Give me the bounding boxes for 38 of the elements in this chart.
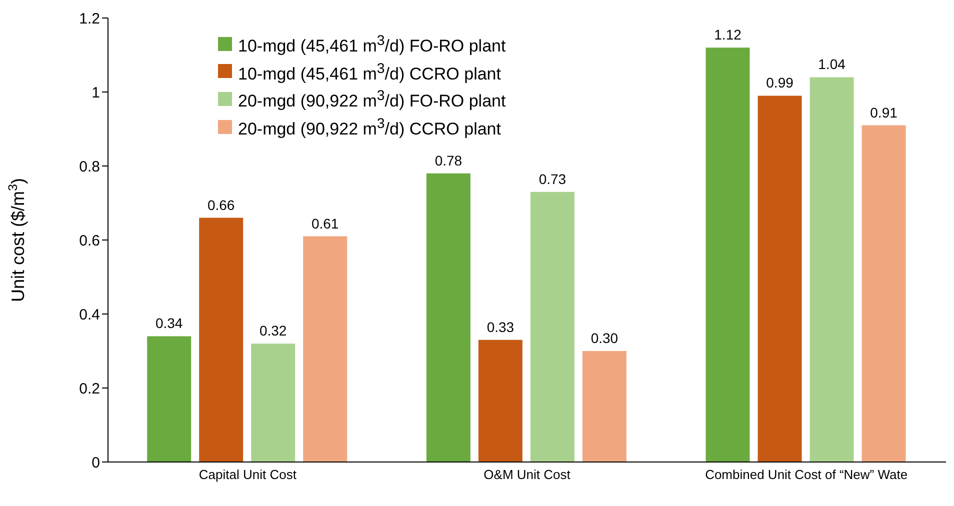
data-label: 0.78	[434, 152, 462, 168]
bar	[251, 344, 296, 462]
bar	[530, 192, 574, 462]
data-label: 0.32	[259, 322, 287, 339]
bar	[862, 125, 906, 462]
x-tick-label: O&M Unit Cost	[484, 467, 571, 482]
legend-label: 20-mgd (90,922 m$^{3}$/d) FO-RO plant	[238, 87, 506, 113]
data-label: 0.73	[538, 170, 566, 187]
data-label: 0.99	[766, 74, 794, 91]
bar	[582, 351, 626, 462]
bar	[199, 218, 244, 462]
data-label: 0.34	[155, 315, 183, 332]
bar	[147, 336, 192, 462]
y-tick-label: 0.8	[79, 158, 100, 176]
y-tick-label: 0.6	[79, 232, 100, 250]
data-label: 0.33	[486, 318, 514, 335]
data-label: 0.30	[590, 330, 618, 346]
bar	[426, 173, 470, 462]
legend-label: 10-mgd (45,461 m$^{3}$/d) CCRO plant	[238, 60, 501, 86]
bar	[758, 96, 802, 462]
bar	[706, 48, 750, 462]
bar	[303, 236, 348, 462]
data-label: 1.12	[714, 26, 742, 43]
y-tick-label: 1.2	[79, 10, 100, 28]
x-tick-label: Capital Unit Cost	[198, 467, 297, 482]
legend-label: 20-mgd (90,922 m$^{3}$/d) CCRO plant	[238, 114, 501, 141]
bar	[478, 340, 522, 462]
y-tick-label: 0.4	[79, 306, 100, 324]
data-label: 0.91	[870, 104, 898, 120]
x-tick-label: Combined Unit Cost of “New” Wate	[705, 467, 908, 482]
y-tick-label: 0	[92, 454, 100, 472]
data-label: 0.61	[311, 215, 339, 232]
data-label: 1.04	[818, 56, 846, 72]
data-label: 0.66	[207, 196, 235, 213]
y-tick-label: 1	[92, 84, 100, 102]
bar	[810, 77, 854, 462]
legend-label: 10-mgd (45,461 m$^{3}$/d) FO-RO plant	[238, 32, 506, 58]
y-tick-label: 0.2	[79, 380, 100, 398]
